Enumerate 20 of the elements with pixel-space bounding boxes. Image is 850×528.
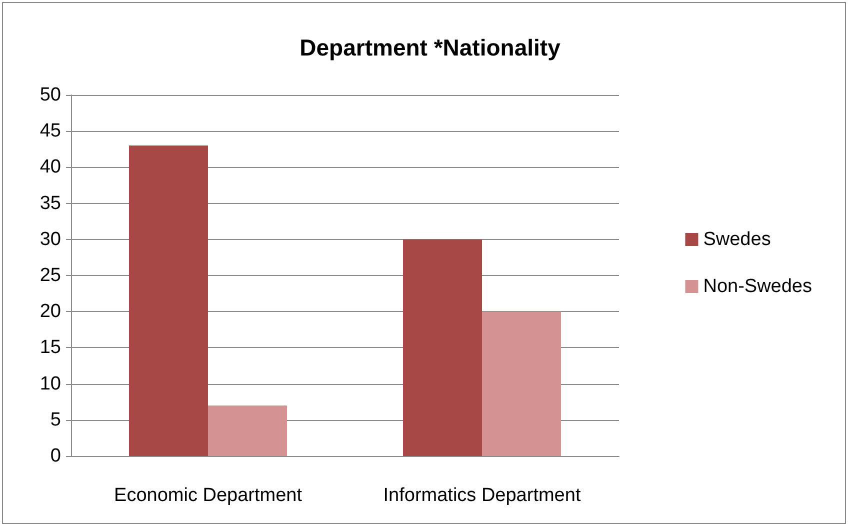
bar — [129, 146, 208, 456]
y-tick-label: 20 — [40, 301, 61, 322]
legend-label: Non-Swedes — [703, 276, 812, 297]
y-tick-label: 35 — [40, 192, 61, 214]
bar — [208, 405, 287, 456]
x-tick-label: Economic Department — [114, 485, 303, 506]
y-tick-label: 40 — [40, 156, 61, 178]
y-tick-label: 5 — [50, 409, 61, 430]
y-tick-label: 30 — [40, 228, 61, 250]
bar — [403, 239, 482, 456]
y-tick-label: 10 — [40, 373, 61, 394]
legend-label: Swedes — [703, 229, 771, 250]
y-tick-label: 45 — [40, 120, 61, 142]
y-tick-label: 50 — [40, 84, 61, 106]
x-tick-label: Informatics Department — [383, 485, 582, 506]
y-tick-label: 0 — [50, 446, 61, 466]
y-tick-label: 15 — [40, 337, 61, 358]
chart-title: Department *Nationality — [300, 34, 561, 60]
y-tick-label: 25 — [40, 265, 61, 286]
bar — [482, 312, 561, 456]
